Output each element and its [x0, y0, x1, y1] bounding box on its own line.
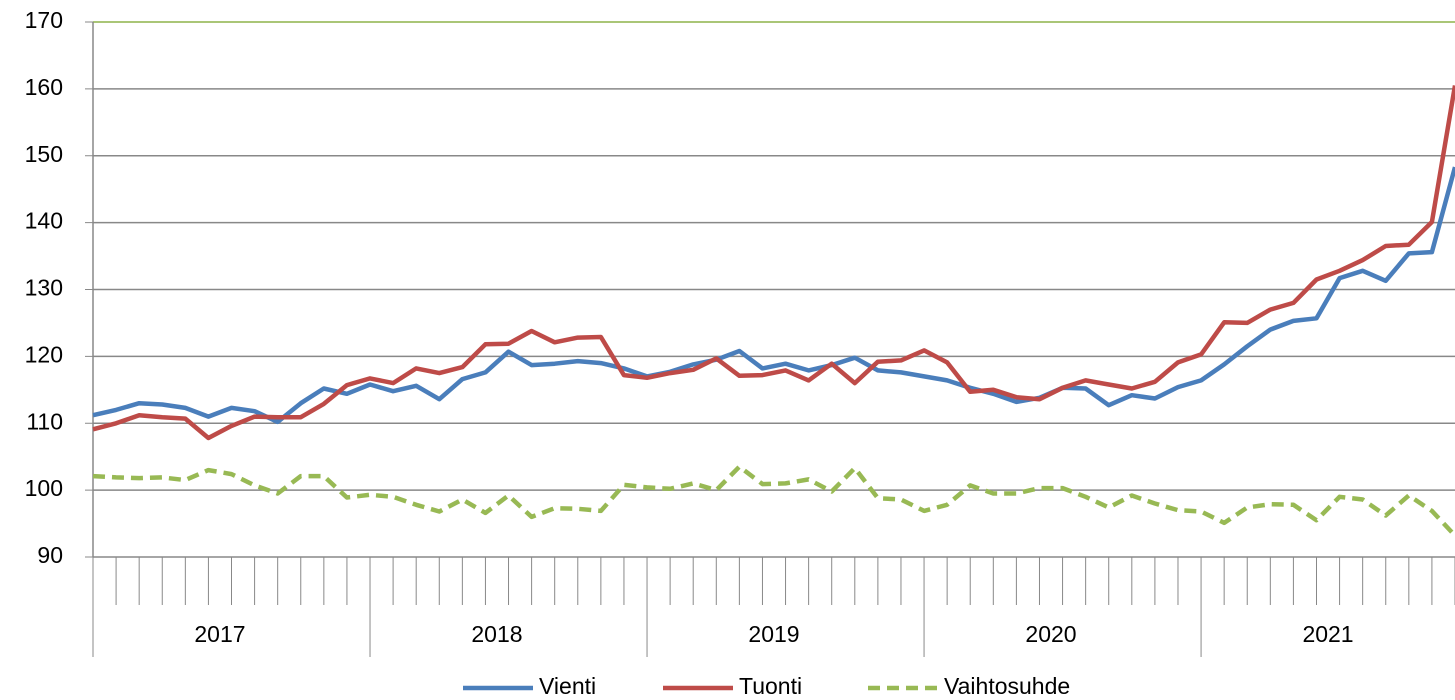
legend-label: Vaihtosuhde [944, 673, 1070, 699]
y-tick-label: 160 [25, 74, 63, 100]
y-tick-label: 170 [25, 7, 63, 33]
series-line [92, 464, 1455, 538]
y-tick-label: 150 [25, 141, 63, 167]
x-group-label: 2017 [194, 621, 245, 647]
x-group-label: 2019 [748, 621, 799, 647]
x-group-label: 2021 [1302, 621, 1353, 647]
x-group-label: 2018 [471, 621, 522, 647]
y-tick-label: 130 [25, 275, 63, 301]
y-tick-label: 120 [25, 341, 63, 367]
y-tick-label: 100 [25, 475, 63, 501]
series-line [92, 85, 1455, 441]
legend-label: Vienti [539, 673, 596, 699]
y-tick-label: 90 [37, 542, 63, 568]
legend-label: Tuonti [739, 673, 802, 699]
series-line [92, 166, 1455, 425]
y-tick-label: 140 [25, 208, 63, 234]
x-group-label: 2020 [1025, 621, 1076, 647]
y-tick-label: 110 [26, 408, 63, 434]
